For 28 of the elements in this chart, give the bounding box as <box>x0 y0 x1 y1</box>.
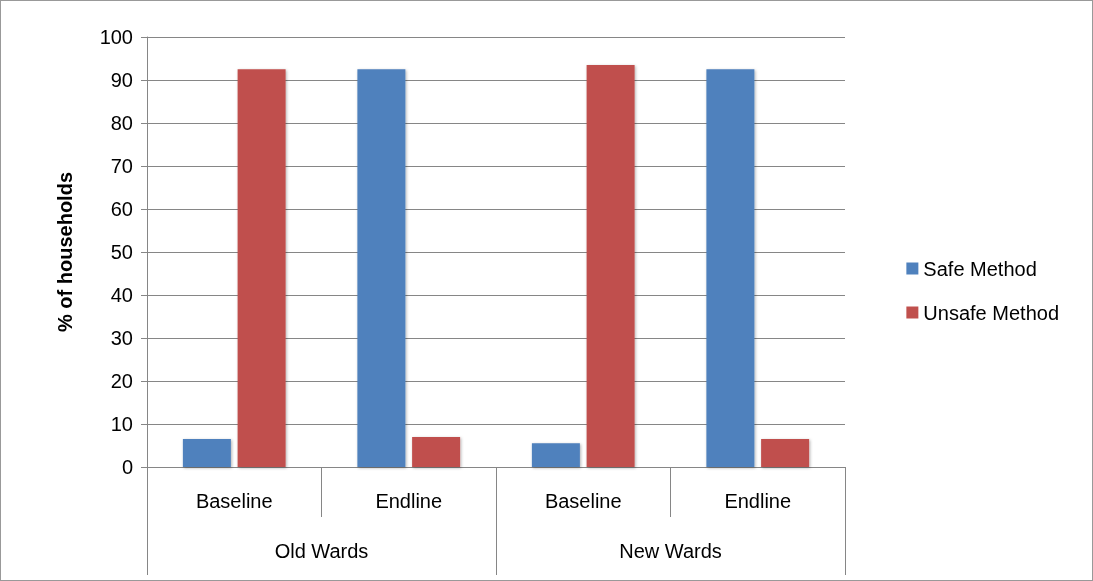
y-tick-label: 50 <box>110 241 133 263</box>
y-tick-label: 60 <box>110 198 133 220</box>
y-tick-label: 10 <box>110 413 133 435</box>
bar <box>412 436 461 467</box>
y-tick-label: 70 <box>110 155 133 177</box>
y-tick-label: 100 <box>99 26 133 48</box>
y-tick-label: 0 <box>121 456 133 478</box>
bar <box>706 69 755 467</box>
y-axis-title: % of households <box>54 172 76 332</box>
bar <box>357 69 406 467</box>
bar <box>586 64 635 467</box>
bar <box>182 439 231 467</box>
y-tick-label: 80 <box>110 112 133 134</box>
text: New Wards <box>619 540 722 562</box>
legend-label: Safe Method <box>923 257 1037 280</box>
x-tick-label: Endline <box>375 490 443 512</box>
x-tick-label: Baseline <box>544 490 622 512</box>
y-tick-label: 20 <box>110 370 133 392</box>
bar <box>531 443 580 467</box>
legend-label: Unsafe Method <box>923 301 1060 324</box>
y-tick-label: 30 <box>110 327 133 349</box>
x-tick-label: Baseline <box>195 490 273 512</box>
y-tick-label: 40 <box>110 284 133 306</box>
x-tick-label: Endline <box>724 490 792 512</box>
bar <box>237 69 286 467</box>
y-tick-label: 90 <box>110 69 133 91</box>
text: Old Wards <box>274 540 369 562</box>
bar <box>761 439 810 467</box>
